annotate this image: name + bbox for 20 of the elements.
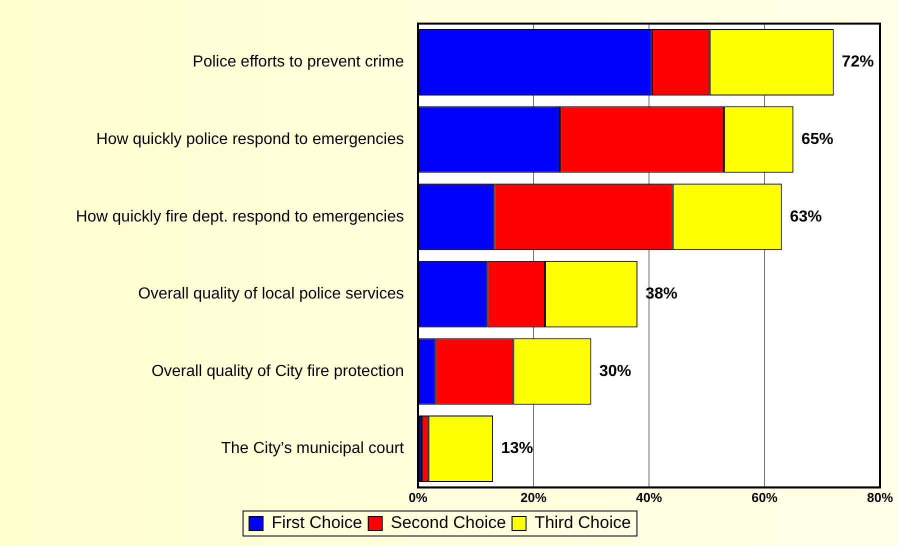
total-label: 38% [645,286,678,303]
total-label: 72% [842,54,874,71]
y-tick-label: How quickly fire dept. respond to emergencies [76,208,404,226]
total-label: 65% [801,130,834,148]
y-tick-label: Police efforts to prevent crime [192,54,404,71]
y-tick-label: How quickly police respond to emergencies [96,130,404,148]
y-tick-label: The City’s municipal court [221,440,405,458]
x-tick-label: 20% [520,490,547,505]
x-tick-label: 0% [408,490,428,505]
legend-label: First Choice [272,513,362,532]
x-tick-label: 80% [866,490,894,505]
y-tick-label: Overall quality of City fire protection [151,362,404,380]
x-tick-label: 40% [636,490,662,505]
y-tick-label: Overall quality of local police services [138,286,404,303]
total-label: 30% [599,362,632,380]
x-tick-label: 60% [751,490,778,505]
legend-label: Third Choice [534,513,631,532]
legend-label: Second Choice [390,513,506,532]
total-label: 63% [790,208,822,226]
total-label: 13% [501,440,534,458]
